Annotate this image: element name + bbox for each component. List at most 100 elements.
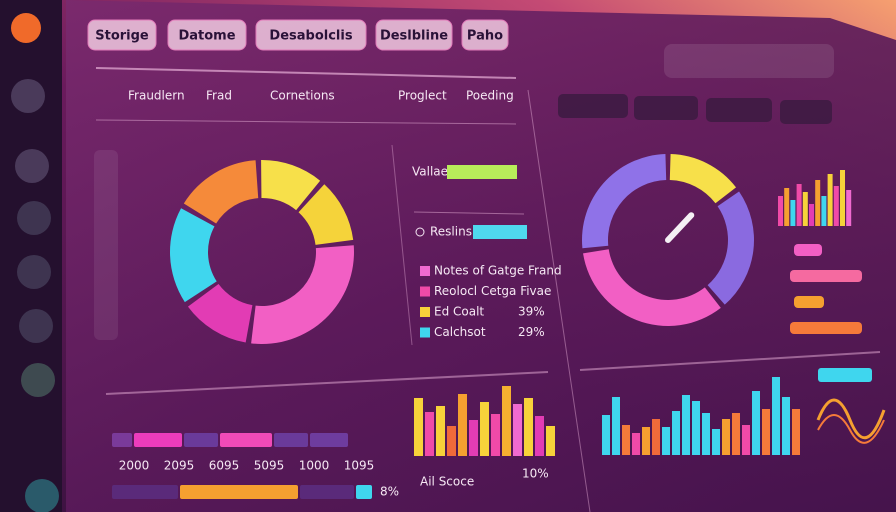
h-bar	[794, 296, 824, 308]
bar	[652, 419, 660, 455]
bar	[815, 180, 821, 226]
bar	[833, 186, 839, 226]
bar	[480, 402, 489, 456]
ring-segment	[187, 284, 253, 343]
tab[interactable]	[255, 19, 367, 51]
segment-pct: 8%	[380, 485, 399, 499]
bar	[762, 409, 770, 455]
settings-icon[interactable]	[25, 479, 59, 512]
legend-pct: 29%	[518, 325, 545, 339]
bar	[447, 426, 456, 456]
bar	[491, 414, 500, 456]
legend-pct: 39%	[518, 305, 545, 319]
bar	[524, 398, 533, 456]
wave	[816, 398, 886, 440]
bar	[612, 397, 620, 455]
legend-icon	[415, 227, 425, 237]
header-item: Proglect	[398, 89, 447, 103]
axis-label: 2000	[119, 459, 150, 473]
bar	[732, 413, 740, 455]
chip[interactable]	[634, 96, 698, 120]
bar	[784, 188, 790, 226]
right-chips	[558, 94, 832, 124]
side-rail	[94, 150, 118, 340]
bar	[513, 404, 522, 456]
bar	[742, 425, 750, 455]
header-item: Poeding	[466, 89, 514, 103]
tab-label: Datome	[178, 29, 235, 44]
ring-segment	[261, 160, 321, 211]
bar	[772, 377, 780, 455]
bar	[632, 433, 640, 455]
legend-item: Ed Coalt	[434, 305, 484, 319]
legend-label: Reslins	[430, 225, 472, 239]
divider	[105, 371, 549, 395]
tab-label: Desabolclis	[269, 29, 352, 44]
ring-segment	[707, 191, 754, 305]
bar	[682, 395, 690, 455]
legend-swatch	[420, 286, 430, 297]
legend-divider	[413, 211, 525, 215]
toolbar[interactable]	[664, 44, 834, 78]
bar	[662, 427, 670, 455]
ring-segment	[582, 154, 667, 249]
header-item: Frad	[206, 89, 232, 103]
chart-icon[interactable]	[15, 149, 49, 183]
nav-icon[interactable]	[17, 201, 51, 235]
tab-label: Paho	[467, 29, 503, 44]
segment	[310, 433, 348, 447]
bar	[535, 416, 544, 456]
ring-segment	[183, 160, 259, 224]
chip[interactable]	[780, 100, 832, 124]
legend-item: Reolocl Cetga Fivae	[434, 284, 551, 298]
bar	[702, 413, 710, 455]
gauge-needle	[665, 212, 695, 243]
tab[interactable]	[167, 19, 247, 51]
bar	[722, 419, 730, 455]
bar	[502, 386, 511, 456]
legend-swatch	[420, 307, 430, 317]
ring-segment	[583, 249, 721, 326]
bar	[458, 394, 467, 456]
tab[interactable]	[375, 19, 453, 51]
divider	[95, 119, 517, 125]
grid-icon[interactable]	[11, 79, 45, 113]
divider	[579, 351, 881, 371]
axis-label: 1095	[344, 459, 375, 473]
bar	[602, 415, 610, 455]
bar	[796, 184, 802, 226]
bar	[809, 204, 814, 226]
bars-pct: 10%	[522, 467, 549, 481]
tab[interactable]	[461, 19, 509, 51]
ring-segment	[251, 245, 354, 344]
axis-label: 1000	[299, 459, 330, 473]
camera-icon[interactable]	[17, 255, 51, 289]
segment	[184, 433, 218, 447]
bars-label: Ail Scoce	[420, 475, 474, 489]
wave	[817, 414, 885, 444]
video-icon[interactable]	[19, 309, 53, 343]
ring-segment	[669, 154, 737, 204]
legend-swatch	[420, 266, 430, 276]
browser-icon[interactable]	[21, 363, 55, 397]
bar	[436, 406, 445, 456]
bar	[840, 170, 845, 226]
ring-segment	[298, 184, 354, 245]
chip[interactable]	[706, 98, 772, 122]
app-icon[interactable]	[11, 13, 41, 43]
screen	[66, 0, 896, 512]
divider	[527, 89, 591, 512]
segment	[134, 433, 182, 447]
segment	[300, 485, 354, 499]
bar	[692, 401, 700, 455]
legend-bar	[447, 165, 517, 179]
tab[interactable]	[87, 19, 157, 51]
axis-label: 6095	[209, 459, 240, 473]
bar	[622, 425, 630, 455]
h-bar	[790, 270, 862, 282]
bar	[846, 190, 852, 226]
divider	[95, 67, 517, 79]
segment	[112, 433, 132, 447]
chip[interactable]	[558, 94, 628, 118]
